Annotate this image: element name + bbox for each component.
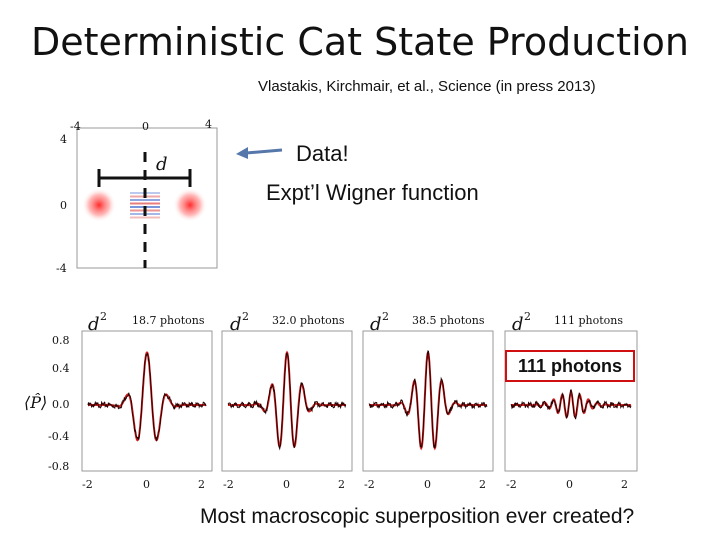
panel-label-d: d xyxy=(230,314,242,335)
cut-panel: d 2 32.0 photons -2 0 2 xyxy=(221,310,353,491)
y-tick: -0.4 xyxy=(48,430,69,443)
x-tick: -2 xyxy=(82,478,93,491)
panel-label-exp: 2 xyxy=(382,310,389,323)
data-label: Data! xyxy=(296,141,349,166)
x-tick: 2 xyxy=(621,478,628,491)
y-tick: 0.0 xyxy=(52,398,70,411)
x-tick: -2 xyxy=(223,478,234,491)
fit-curve xyxy=(511,390,631,419)
fringe-stripe xyxy=(130,216,160,219)
panel-label-d: d xyxy=(88,314,100,335)
x-tick: 2 xyxy=(338,478,345,491)
wigner-plot: d -4 0 4 4 0 -4 xyxy=(56,118,218,275)
cut-panel: d 2 111 photons -2 0 2 xyxy=(504,310,638,491)
wigner-xtick: 0 xyxy=(142,120,149,133)
x-tick: -2 xyxy=(506,478,517,491)
x-tick: 0 xyxy=(424,478,431,491)
x-tick: 0 xyxy=(566,478,573,491)
wigner-ytick: 4 xyxy=(60,133,67,146)
cut-panels: ⟨P̂⟩ 0.8 0.4 0.0 -0.4 -0.8 d 2 18.7 phot… xyxy=(24,310,638,491)
panel-label-value: 32.0 photons xyxy=(272,314,345,327)
arrow-icon xyxy=(236,147,283,159)
x-tick: -2 xyxy=(364,478,375,491)
y-axis-label: ⟨P̂⟩ xyxy=(24,393,47,412)
data-trace xyxy=(510,388,632,420)
wigner-ytick: -4 xyxy=(56,262,67,275)
wigner-description: Expt’l Wigner function xyxy=(266,180,479,205)
slide-title: Deterministic Cat State Production xyxy=(31,20,689,64)
highlight-callout: 111 photons xyxy=(505,350,635,382)
panel-label-value: 111 photons xyxy=(554,314,623,327)
panel-label-exp: 2 xyxy=(524,310,531,323)
x-tick: 0 xyxy=(283,478,290,491)
fringe-stripe xyxy=(130,199,160,201)
bottom-question: Most macroscopic superposition ever crea… xyxy=(200,505,635,528)
y-tick: -0.8 xyxy=(48,460,69,473)
panel-label-exp: 2 xyxy=(242,310,249,323)
panel-label-value: 38.5 photons xyxy=(412,314,485,327)
data-trace xyxy=(368,350,488,449)
wigner-ytick: 0 xyxy=(60,199,67,212)
panel-label-d: d xyxy=(370,314,382,335)
x-tick: 2 xyxy=(479,478,486,491)
wigner-blob-left xyxy=(82,188,116,222)
panel-label-value: 18.7 photons xyxy=(132,314,205,327)
panel-label-d: d xyxy=(512,314,524,335)
fringe-stripe xyxy=(130,202,160,205)
data-trace xyxy=(227,352,347,451)
y-tick: 0.4 xyxy=(52,362,70,375)
wigner-blob-right xyxy=(173,188,207,222)
wigner-xtick: -4 xyxy=(70,120,81,133)
citation: Vlastakis, Kirchmair, et al., Science (i… xyxy=(258,78,596,95)
cut-panel: d 2 38.5 photons -2 0 2 xyxy=(362,310,494,491)
x-tick: 0 xyxy=(143,478,150,491)
data-trace xyxy=(87,352,207,442)
y-tick: 0.8 xyxy=(52,334,70,347)
wigner-xtick: 4 xyxy=(205,118,212,131)
distance-label: d xyxy=(156,154,168,175)
x-tick: 2 xyxy=(198,478,205,491)
cut-panel: d 2 18.7 photons -2 0 2 xyxy=(81,310,213,491)
panel-label-exp: 2 xyxy=(100,310,107,323)
